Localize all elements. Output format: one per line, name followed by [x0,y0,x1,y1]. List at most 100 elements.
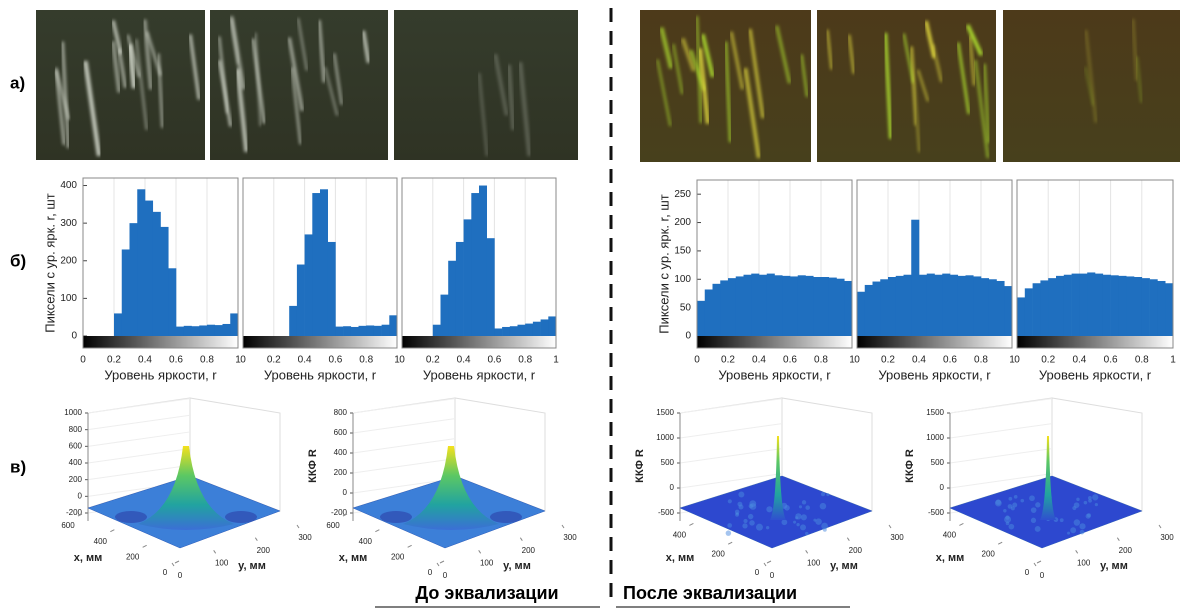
bar [502,326,511,336]
grid-line [679,473,783,489]
z-tick-label: -500 [928,508,945,517]
streak [287,37,304,112]
streak [111,41,122,93]
bar [774,275,783,336]
x-axis-label: Уровень яркости, r [878,367,991,382]
bar [129,223,138,336]
y-tick [436,562,440,567]
streak [800,54,809,98]
bar [312,193,321,336]
y-tick-label: 300 [1160,533,1174,542]
surface-ripple [1079,523,1086,530]
bar [743,274,752,336]
x-tick-label: 0 [1014,355,1020,366]
bar [335,326,344,336]
x-tick-label: 0.8 [359,355,373,366]
bar [289,305,298,336]
y-tick-label: 100 [60,293,77,304]
grid-line [949,423,1053,439]
y-tick-label: 150 [674,246,691,257]
image-frame [640,10,811,162]
x-tick-label: 1 [394,355,400,366]
streak [968,35,976,86]
surface-ripple [793,520,797,524]
bar [996,280,1005,336]
bar [230,313,239,336]
z-tick-label: 0 [78,491,83,500]
bar [548,316,557,336]
z-tick-label: 200 [69,475,83,484]
bar [137,189,146,336]
bar [222,323,231,336]
bar [389,315,398,336]
surface-ripple [826,493,830,497]
surface-ripple [727,499,732,504]
x-tick [375,529,380,533]
y-tick [1158,524,1162,529]
bar [373,325,382,336]
bar [1056,275,1065,336]
streak [656,59,672,127]
surface-ripple [1079,529,1085,535]
grid-line [949,473,1053,489]
z-tick-label: 1000 [926,433,944,442]
z-tick-label: -200 [331,508,348,517]
bar [813,277,822,336]
streak [826,29,833,70]
streak [924,20,937,59]
x-tick-label: 0.2 [721,355,735,366]
bar [207,324,216,336]
z-tick-label: 600 [69,441,83,450]
bar [965,275,974,336]
y-tick [1075,550,1079,554]
y-tick [763,562,767,567]
z-axis-label: ККФ R [904,449,916,483]
bar [381,324,390,336]
z-tick-label: 1500 [656,408,674,417]
bar [911,219,920,336]
bar [1110,275,1119,336]
bar [844,280,853,336]
y-tick-label: 200 [674,217,691,228]
bar [797,275,806,336]
bar [479,185,487,336]
y-axis-label: Пиксели с ур. ярк. r, шт [656,194,671,334]
surface-ripple [742,523,748,529]
streak [218,60,232,127]
x-tick-label: 600 [326,521,340,530]
bar [712,283,721,336]
y-tick-label: 300 [298,533,312,542]
grid-line [352,478,456,494]
bar [214,325,223,336]
surface-peak [1040,436,1056,520]
y-axis-label: y, мм [830,560,858,572]
surface-ripple [1092,494,1099,501]
bar [888,277,897,336]
z-tick-label: 400 [334,448,348,457]
bar [486,238,495,336]
grid-line [679,448,783,464]
x-tick-label: 0 [428,568,433,577]
bar [296,264,305,336]
z-tick-label: 200 [334,468,348,477]
surface-ripple [994,499,1002,507]
surface-ripple [1035,502,1041,508]
surface-ripple [766,506,773,513]
surface-ripple [815,518,822,525]
bar [766,273,775,336]
y-tick [478,550,482,554]
plot-frame [856,179,1013,349]
streak [127,44,137,89]
surface-ripple [1004,516,1012,523]
x-tick-label: 0.4 [1072,355,1086,366]
surface-ripple [800,514,807,521]
x-tick-label: 0.4 [457,355,471,366]
streak [333,53,343,105]
x-tick-label: 0.4 [298,355,312,366]
bar [836,278,845,336]
x-tick-label: 400 [943,531,957,540]
grid-line [679,398,783,414]
surface-ripple [1030,507,1037,513]
x-tick-label: 0.6 [1104,355,1118,366]
